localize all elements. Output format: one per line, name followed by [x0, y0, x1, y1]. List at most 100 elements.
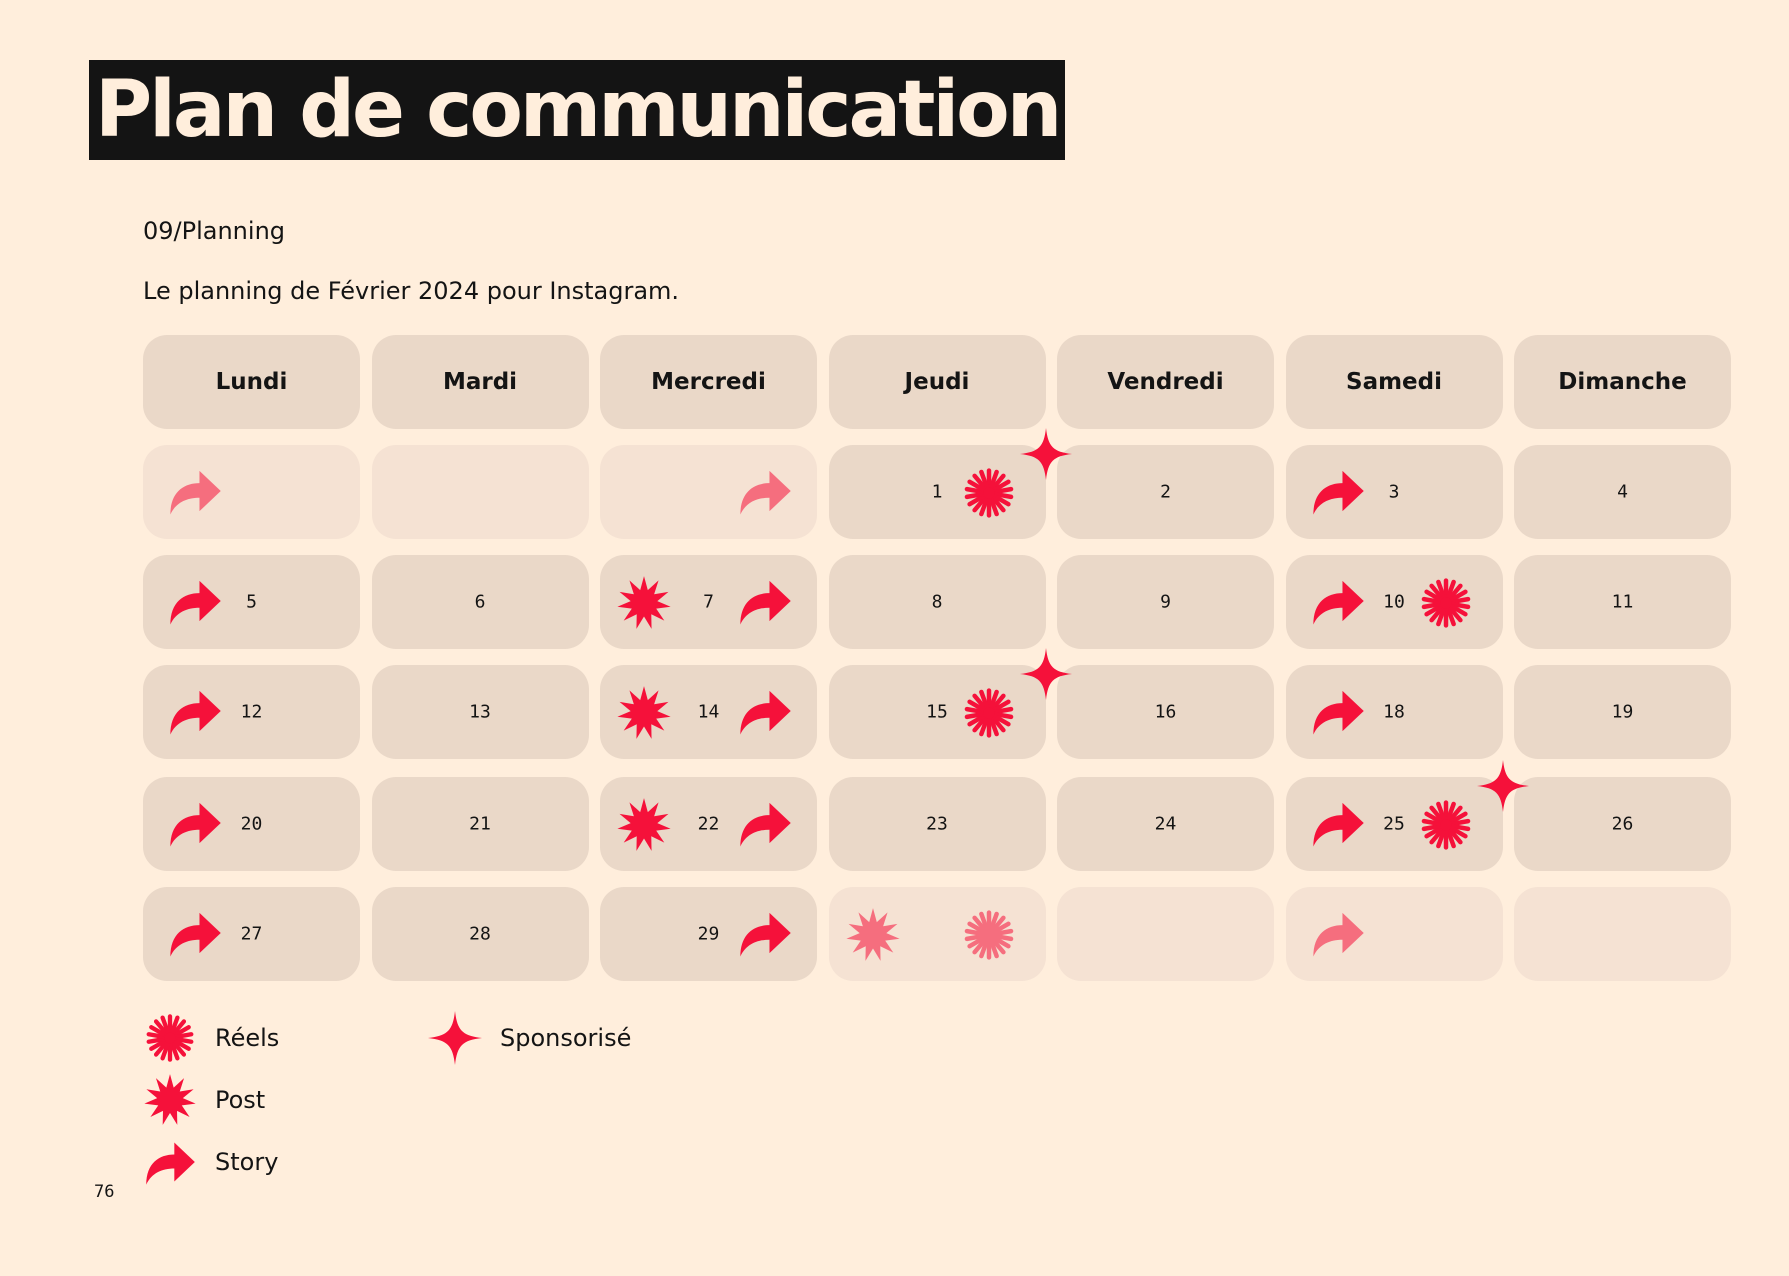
reels-flower-icon [1418, 575, 1474, 631]
day-header-dimanche: Dimanche [1514, 335, 1731, 429]
story-arrow-icon [167, 463, 223, 519]
calendar-day-24[interactable]: 24 [1057, 777, 1274, 871]
post-starburst-icon [845, 907, 901, 963]
day-header-label: Jeudi [904, 369, 970, 395]
calendar-day-29[interactable]: 29 [600, 887, 817, 981]
day-number: 25 [1383, 813, 1405, 835]
calendar-day-2[interactable]: 2 [1057, 445, 1274, 539]
day-number: 3 [1388, 481, 1400, 503]
day-number: 2 [1160, 481, 1171, 503]
legend-story: Story [143, 1135, 278, 1189]
day-number: 10 [1383, 591, 1405, 613]
day-header-vendredi: Vendredi [1057, 335, 1274, 429]
day-number: 12 [240, 701, 263, 723]
calendar-day-7[interactable]: 7 [600, 555, 817, 649]
calendar-day-20[interactable]: 20 [143, 777, 360, 871]
day-number: 27 [240, 923, 263, 945]
day-number: 5 [246, 591, 257, 613]
calendar-day-26[interactable]: 26 [1514, 777, 1731, 871]
calendar-day-18[interactable]: 18 [1285, 665, 1503, 759]
calendar-day-14[interactable]: 14 [600, 665, 817, 759]
day-number: 6 [474, 591, 486, 613]
legend-reels-label: Réels [215, 1024, 280, 1052]
day-header-label: Vendredi [1107, 369, 1224, 395]
reels-flower-icon [961, 465, 1017, 521]
story-arrow-icon [1310, 795, 1366, 851]
day-header-label: Lundi [215, 369, 288, 395]
reels-flower-icon [143, 1011, 197, 1065]
post-starburst-icon [616, 685, 672, 741]
story-arrow-icon [167, 573, 223, 629]
day-number: 7 [703, 591, 714, 613]
sponsored-sparkle-icon [1019, 428, 1072, 480]
legend-post: Post [143, 1073, 265, 1127]
legend-sponsored: Sponsorisé [428, 1011, 631, 1065]
story-arrow-icon [167, 905, 223, 961]
day-number: 29 [697, 923, 720, 945]
calendar-day-4[interactable]: 4 [1514, 445, 1731, 539]
calendar-day-27[interactable]: 27 [143, 887, 360, 981]
day-header-mercredi: Mercredi [600, 335, 817, 429]
calendar-day-11[interactable]: 11 [1514, 555, 1731, 649]
day-number: 22 [697, 813, 720, 835]
calendar-day-1[interactable]: 1 [828, 445, 1046, 539]
legend-reels: Réels [143, 1011, 279, 1065]
post-starburst-icon [143, 1073, 197, 1127]
calendar-day-10[interactable]: 10 [1285, 555, 1503, 649]
day-header-label: Dimanche [1558, 369, 1687, 395]
calendar-day-25[interactable]: 25 [1285, 777, 1503, 871]
day-number: 9 [1160, 591, 1171, 613]
calendar-day-empty[interactable] [600, 445, 817, 539]
day-number: 21 [469, 813, 491, 835]
day-number: 20 [240, 813, 263, 835]
day-number: 26 [1611, 813, 1634, 835]
calendar-day-12[interactable]: 12 [143, 665, 360, 759]
calendar-day-6[interactable]: 6 [371, 555, 589, 649]
calendar-day-3[interactable]: 3 [1285, 445, 1503, 539]
story-arrow-icon [167, 683, 223, 739]
story-arrow-icon [737, 683, 793, 739]
page-number: 76 [94, 1182, 115, 1202]
day-number: 18 [1383, 701, 1405, 723]
story-arrow-icon [1310, 573, 1366, 629]
post-starburst-icon [616, 575, 672, 631]
day-number: 11 [1611, 591, 1634, 613]
calendar-day-empty[interactable] [828, 887, 1046, 981]
story-arrow-icon [1310, 683, 1366, 739]
calendar-day-empty[interactable] [143, 445, 360, 539]
day-number: 8 [931, 591, 943, 613]
subtitle: Le planning de Février 2024 pour Instagr… [143, 277, 680, 305]
day-number: 4 [1617, 481, 1628, 503]
calendar-day-5[interactable]: 5 [143, 555, 360, 649]
calendar-day-empty[interactable] [1057, 887, 1274, 981]
story-arrow-icon [1310, 463, 1366, 519]
story-arrow-icon [143, 1135, 197, 1189]
calendar-day-21[interactable]: 21 [371, 777, 589, 871]
story-arrow-icon [737, 573, 793, 629]
day-number: 13 [469, 701, 491, 723]
calendar-day-8[interactable]: 8 [828, 555, 1046, 649]
day-header-label: Mardi [442, 369, 518, 395]
story-arrow-icon [737, 905, 793, 961]
day-number: 14 [697, 701, 720, 723]
day-header-label: Mercredi [651, 369, 766, 395]
calendar-day-empty[interactable] [1285, 887, 1503, 981]
story-arrow-icon [737, 795, 793, 851]
calendar-day-23[interactable]: 23 [828, 777, 1046, 871]
day-number: 16 [1154, 701, 1177, 723]
calendar-day-13[interactable]: 13 [371, 665, 589, 759]
calendar-day-empty[interactable] [371, 445, 589, 539]
calendar-day-empty[interactable] [1514, 887, 1731, 981]
day-number: 23 [926, 813, 948, 835]
section-label: 09/Planning [143, 217, 286, 245]
reels-flower-icon [1418, 797, 1474, 853]
calendar-day-19[interactable]: 19 [1514, 665, 1731, 759]
calendar-day-28[interactable]: 28 [371, 887, 589, 981]
calendar-day-9[interactable]: 9 [1057, 555, 1274, 649]
reels-flower-icon [961, 907, 1017, 963]
calendar-day-16[interactable]: 16 [1057, 665, 1274, 759]
calendar-day-15[interactable]: 15 [828, 665, 1046, 759]
day-header-mardi: Mardi [371, 335, 589, 429]
calendar-day-22[interactable]: 22 [600, 777, 817, 871]
